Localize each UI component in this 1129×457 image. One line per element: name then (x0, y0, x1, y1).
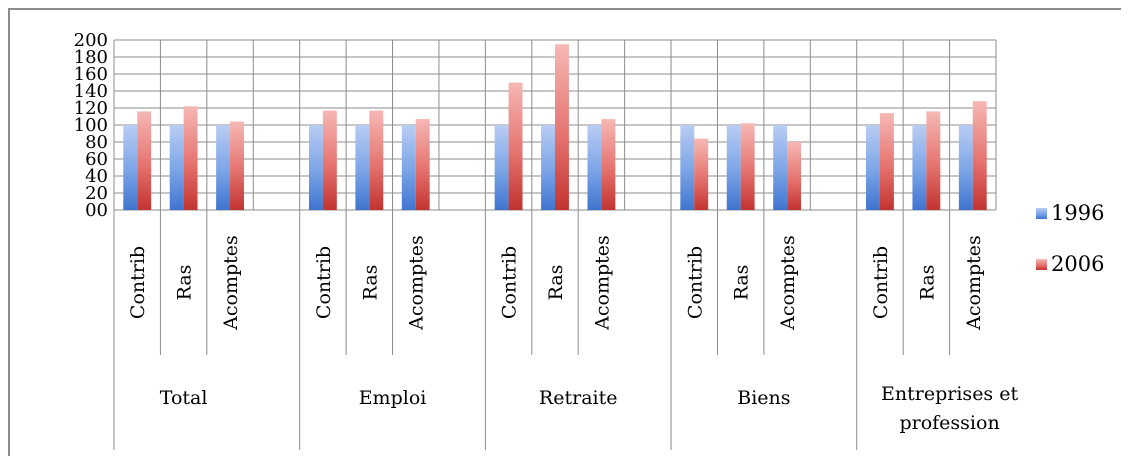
y-tick-label: 160 (74, 64, 108, 85)
y-tick-label: 20 (85, 183, 108, 204)
bar-1996 (401, 125, 416, 210)
bar-1996 (958, 125, 973, 210)
bar-2006 (879, 113, 894, 210)
category-label: Acomptes (406, 235, 428, 331)
bar-2006 (230, 121, 244, 210)
bar-1996 (169, 125, 184, 210)
bar-1996 (912, 125, 927, 210)
bar-1996 (866, 125, 880, 210)
category-separators (113, 40, 997, 450)
y-tick-label: 200 (74, 30, 108, 51)
group-label: Entreprises et profession (881, 383, 1018, 434)
category-label: Ras (916, 265, 938, 301)
category-label: Acomptes (591, 235, 613, 331)
y-tick-label: 180 (74, 47, 108, 68)
category-label: Acomptes (777, 235, 799, 331)
bar-1996 (587, 125, 602, 210)
bar-2006 (137, 111, 152, 210)
bar-1996 (216, 125, 231, 210)
bar-2006 (740, 123, 755, 210)
bar-2006 (694, 138, 709, 210)
y-tick-label: 60 (85, 149, 108, 170)
bar-1996 (494, 125, 509, 210)
category-label: Contrib (313, 246, 335, 319)
category-label: Contrib (870, 246, 892, 319)
bar-1996 (355, 125, 370, 210)
bar-2006 (415, 119, 430, 210)
legend: 1996 2006 (1036, 201, 1104, 276)
y-tick-label: 140 (74, 81, 108, 102)
bar-1996 (680, 125, 695, 210)
bar-2006 (972, 101, 987, 210)
category-labels: Contrib Ras Acomptes Contrib Ras Acomptes Cont… (127, 235, 985, 331)
bar-1996 (123, 125, 138, 210)
bar-1996 (308, 125, 323, 210)
category-label: Ras (545, 265, 567, 301)
category-label: Ras (174, 265, 196, 301)
legend-swatch-1996 (1036, 208, 1047, 219)
group-label: Emploi (359, 387, 427, 409)
bar-1996 (773, 125, 788, 210)
category-label: Contrib (499, 246, 521, 319)
group-label: Biens (737, 387, 790, 409)
y-tick-label: 120 (74, 98, 108, 119)
group-label: Retraite (539, 387, 618, 409)
legend-label: 1996 (1051, 201, 1104, 225)
bar-2006 (601, 119, 616, 210)
category-label: Ras (359, 265, 381, 301)
y-tick-label: 100 (74, 115, 108, 136)
category-label: Acomptes (963, 235, 985, 331)
bar-2006 (369, 110, 384, 210)
group-labels: Total Emploi Retraite Biens Entreprises et pr… (160, 383, 1019, 434)
bars (123, 44, 987, 210)
group-label: Total (160, 387, 208, 409)
bar-2006 (926, 111, 941, 210)
bar-2006 (787, 142, 802, 210)
category-label: Contrib (127, 246, 149, 319)
bar-2006 (322, 110, 337, 210)
bar-1996 (541, 125, 555, 210)
bar-2006 (555, 44, 569, 210)
y-tick-label: 80 (85, 132, 108, 153)
legend-label: 2006 (1051, 252, 1104, 276)
category-label: Ras (731, 265, 753, 301)
bar-2006 (183, 106, 198, 210)
bar-1996 (726, 125, 741, 210)
bar-2006 (508, 82, 523, 210)
category-label: Acomptes (220, 235, 242, 331)
legend-swatch-2006 (1036, 259, 1047, 270)
category-label: Contrib (684, 246, 706, 319)
y-tick-label: 00 (85, 200, 108, 221)
y-tick-label: 40 (85, 166, 108, 187)
